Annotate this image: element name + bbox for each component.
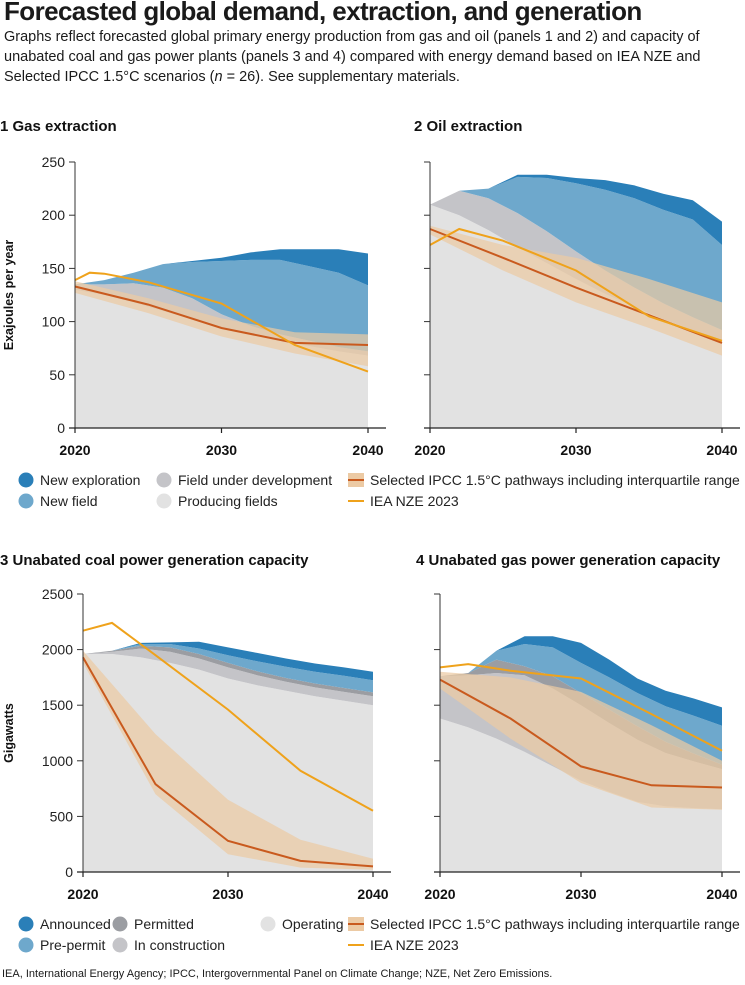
iea-line-p1	[74, 271, 369, 373]
panel-p3: 3 Unabated coal power generation capacit…	[0, 552, 391, 902]
legend-bottom-item: IEA NZE 2023	[348, 937, 459, 953]
legend-bottom-item: Pre-permit	[18, 937, 105, 953]
x-tick-label-p1: 2020	[59, 442, 90, 458]
y-axis-label-p1: Exajoules per year	[2, 240, 16, 351]
legend-top-label: New exploration	[40, 472, 140, 488]
legend-bottom-item: Operating	[260, 916, 343, 932]
subtitle-text-a: Graphs reflect forecasted global primary…	[4, 29, 701, 85]
legend-top-label: Field under development	[178, 472, 332, 488]
legend-bottom-swatch-dot	[260, 916, 276, 932]
area-p3-in-construction	[83, 648, 373, 706]
legend-top-item: Selected IPCC 1.5°C pathways including i…	[348, 472, 740, 488]
legend-bottom-swatch-dot	[18, 916, 34, 932]
legend-bottom-item: Selected IPCC 1.5°C pathways including i…	[348, 916, 740, 932]
area-p4-announced	[440, 636, 722, 726]
legend-bottom-swatch-dot	[112, 916, 128, 932]
ipcc-median-line-p1	[74, 285, 369, 346]
legend-bottom-label: Operating	[282, 916, 343, 932]
y-tick-label-p1: 0	[57, 420, 65, 436]
x-tick-label-p4: 2040	[706, 886, 737, 902]
legend-top-swatch-dot	[18, 472, 34, 488]
panel-p4: 4 Unabated gas power generation capacity…	[416, 552, 740, 902]
legend-top-item: IEA NZE 2023	[348, 493, 459, 509]
y-tick-label-p1: 200	[42, 207, 66, 223]
legend-bottom-swatch-dot	[112, 937, 128, 953]
y-axis-label-p3: Gigawatts	[2, 703, 16, 763]
area-p1-producing	[75, 289, 368, 428]
x-tick-label-p1: 2030	[206, 442, 237, 458]
y-tick-label-p3: 500	[50, 808, 74, 824]
y-tick-label-p1: 250	[42, 154, 66, 170]
x-tick-label-p3: 2030	[212, 886, 243, 902]
figure-title: Forecasted global demand, extraction, an…	[4, 0, 642, 26]
legend-top-label: Selected IPCC 1.5°C pathways including i…	[370, 472, 740, 488]
legend-bottom-item: In construction	[112, 937, 225, 953]
area-p2-new-exploration	[430, 174, 722, 245]
legend-bottom-swatch-dot	[18, 937, 34, 953]
legend-bottom-label: Selected IPCC 1.5°C pathways including i…	[370, 916, 740, 932]
y-tick-label-p3: 2000	[42, 642, 73, 658]
iea-line-p3	[82, 621, 374, 812]
ipcc-median-line-p4	[439, 678, 723, 789]
legend-top-swatch-dot	[18, 493, 34, 509]
legend-bottom-label: IEA NZE 2023	[370, 937, 459, 953]
y-tick-label-p1: 150	[42, 260, 66, 276]
legend-bottom-label: In construction	[134, 937, 225, 953]
area-p3-permitted	[83, 645, 373, 697]
x-tick-label-p2: 2040	[706, 442, 737, 458]
y-tick-label-p3: 1500	[42, 697, 73, 713]
legend-top-item: Field under development	[156, 472, 332, 488]
x-tick-label-p2: 2030	[560, 442, 591, 458]
footnote: IEA, International Energy Agency; IPCC, …	[2, 968, 553, 980]
legend-bottom-item: Announced	[18, 916, 111, 932]
legend-top-swatch-dot	[156, 472, 172, 488]
iea-line-p4	[439, 663, 723, 752]
x-tick-label-p3: 2020	[67, 886, 98, 902]
legend-top-item: New field	[18, 493, 98, 509]
area-p3-announced	[83, 641, 373, 681]
subtitle-n: n	[214, 69, 223, 85]
legend-bottom-label: Announced	[40, 916, 111, 932]
x-tick-label-p1: 2040	[352, 442, 383, 458]
legend-bottom-item: Permitted	[112, 916, 194, 932]
panel-title-p4: 4 Unabated gas power generation capacity	[416, 552, 721, 569]
panel-title-p1: 1 Gas extraction	[0, 118, 117, 135]
legend-bottom-label: Permitted	[134, 916, 194, 932]
figure-subtitle: Graphs reflect forecasted global primary…	[4, 27, 742, 87]
x-tick-label-p4: 2020	[424, 886, 455, 902]
y-tick-label-p3: 1000	[42, 753, 73, 769]
y-tick-label-p3: 2500	[42, 586, 73, 602]
legend-bottom-label: Pre-permit	[40, 937, 105, 953]
subtitle-text-b: = 26). See supplementary materials.	[222, 69, 460, 85]
panel-p2: 2 Oil extraction 2020 2030 2040	[414, 118, 740, 458]
area-p4-operating	[440, 718, 722, 872]
area-p1-new-exploration	[75, 249, 368, 286]
legend-top-label: Producing fields	[178, 493, 278, 509]
panel-p1: 1 Gas extraction 0 50 100 150 200 250 2020 2030 2…	[0, 118, 386, 458]
legend-top-item: Producing fields	[156, 493, 278, 509]
x-tick-label-p2: 2020	[414, 442, 445, 458]
x-tick-label-p4: 2030	[565, 886, 596, 902]
legend-top-item: New exploration	[18, 472, 140, 488]
y-tick-label-p1: 50	[49, 367, 65, 383]
ipcc-band-p4	[440, 671, 722, 810]
legend-top-label: New field	[40, 493, 98, 509]
area-p3-operating	[83, 654, 373, 872]
y-tick-label-p3: 0	[65, 864, 73, 880]
panel-title-p3: 3 Unabated coal power generation capacit…	[0, 552, 309, 569]
ipcc-median-line-p3	[82, 656, 374, 868]
x-tick-label-p3: 2040	[357, 886, 388, 902]
area-p3-pre-permit	[83, 644, 373, 693]
panel-title-p2: 2 Oil extraction	[414, 118, 522, 135]
legend-top-label: IEA NZE 2023	[370, 493, 459, 509]
y-tick-label-p1: 100	[42, 314, 66, 330]
iea-line-p2	[429, 227, 723, 342]
legend-top-swatch-dot	[156, 493, 172, 509]
